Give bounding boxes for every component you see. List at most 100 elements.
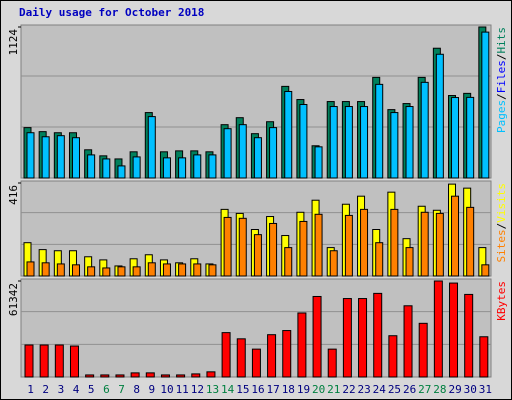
bar — [160, 374, 170, 378]
bar — [223, 128, 232, 179]
bar — [71, 264, 80, 277]
bar — [191, 373, 201, 378]
bar — [162, 157, 171, 179]
bar — [390, 208, 399, 277]
bar — [466, 96, 475, 179]
bar — [115, 374, 125, 378]
bar — [479, 336, 489, 378]
bar — [344, 106, 353, 179]
bar — [435, 53, 444, 179]
bar — [449, 282, 459, 378]
bar — [435, 212, 444, 277]
x-tick-label: 9 — [149, 383, 156, 396]
y-tick-label: 416 — [7, 185, 20, 205]
bar — [269, 222, 278, 277]
legend: Pages/Files/Hits — [495, 27, 508, 133]
legend-entry: / — [495, 223, 508, 230]
bar — [481, 31, 490, 179]
bar — [221, 332, 231, 378]
bar — [405, 247, 414, 277]
bar — [420, 211, 429, 277]
legend-entry: KBytes — [495, 281, 508, 321]
bar — [54, 344, 64, 378]
x-tick-label: 2 — [42, 383, 49, 396]
bar — [251, 348, 261, 378]
x-tick-label: 1 — [27, 383, 34, 396]
bar — [132, 156, 141, 179]
bar — [253, 234, 262, 277]
bar — [342, 298, 352, 378]
bar — [284, 247, 293, 277]
x-tick-label: 8 — [133, 383, 140, 396]
bar — [451, 97, 460, 179]
x-tick-label: 30 — [464, 383, 477, 396]
bar — [117, 165, 126, 179]
bar — [132, 266, 141, 277]
legend-entry: Files — [495, 60, 508, 93]
x-tick-label: 17 — [267, 383, 280, 396]
bar — [267, 334, 277, 378]
x-tick-label: 22 — [342, 383, 355, 396]
bar — [314, 146, 323, 179]
bar — [466, 206, 475, 277]
bar — [327, 348, 337, 378]
x-tick-label: 13 — [206, 383, 219, 396]
bar — [56, 263, 65, 277]
legend-entry: Hits — [495, 27, 508, 54]
bar — [299, 104, 308, 179]
bar — [388, 335, 398, 378]
bar — [464, 293, 474, 378]
bar — [145, 372, 155, 378]
x-tick-label: 31 — [479, 383, 492, 396]
legend: Sites/Visits — [495, 183, 508, 263]
bar — [87, 154, 96, 179]
bar — [176, 374, 186, 378]
x-tick-label: 21 — [327, 383, 340, 396]
x-tick-label: 24 — [373, 383, 387, 396]
bar — [26, 261, 35, 277]
bar — [69, 345, 79, 378]
bar — [41, 136, 50, 179]
bar — [297, 312, 307, 378]
x-tick-label: 15 — [236, 383, 249, 396]
legend-entry: / — [495, 93, 508, 100]
bar — [360, 106, 369, 179]
bar — [284, 90, 293, 179]
bar — [238, 124, 247, 179]
bar — [329, 250, 338, 277]
bar — [71, 137, 80, 179]
bar — [299, 220, 308, 277]
bar — [390, 112, 399, 179]
y-tick-label: 61342 — [7, 283, 20, 316]
legend-entry: / — [495, 54, 508, 61]
bar — [147, 262, 156, 277]
bar — [418, 322, 428, 378]
bar — [481, 264, 490, 277]
bar — [26, 132, 35, 179]
x-tick-label: 5 — [88, 383, 95, 396]
bar — [85, 374, 95, 378]
bar — [41, 262, 50, 277]
bar — [193, 154, 202, 179]
bar — [358, 298, 368, 378]
chart-title: Daily usage for October 2018 — [19, 6, 204, 19]
x-tick-label: 6 — [103, 383, 110, 396]
bar — [117, 266, 126, 277]
bar — [130, 372, 140, 378]
legend-entry: Sites — [495, 229, 508, 262]
bar — [312, 295, 322, 378]
bar — [238, 217, 247, 277]
bar — [100, 374, 110, 378]
x-tick-label: 4 — [73, 383, 80, 396]
x-tick-label: 12 — [191, 383, 204, 396]
x-tick-label: 28 — [433, 383, 446, 396]
y-tick-label: 1124 — [7, 29, 20, 56]
legend-entry: Pages — [495, 100, 508, 133]
bar — [403, 305, 413, 378]
bar — [56, 135, 65, 179]
legend: KBytes — [495, 281, 508, 321]
x-tick-label: 27 — [418, 383, 431, 396]
bar — [433, 280, 443, 378]
bar — [208, 154, 217, 179]
